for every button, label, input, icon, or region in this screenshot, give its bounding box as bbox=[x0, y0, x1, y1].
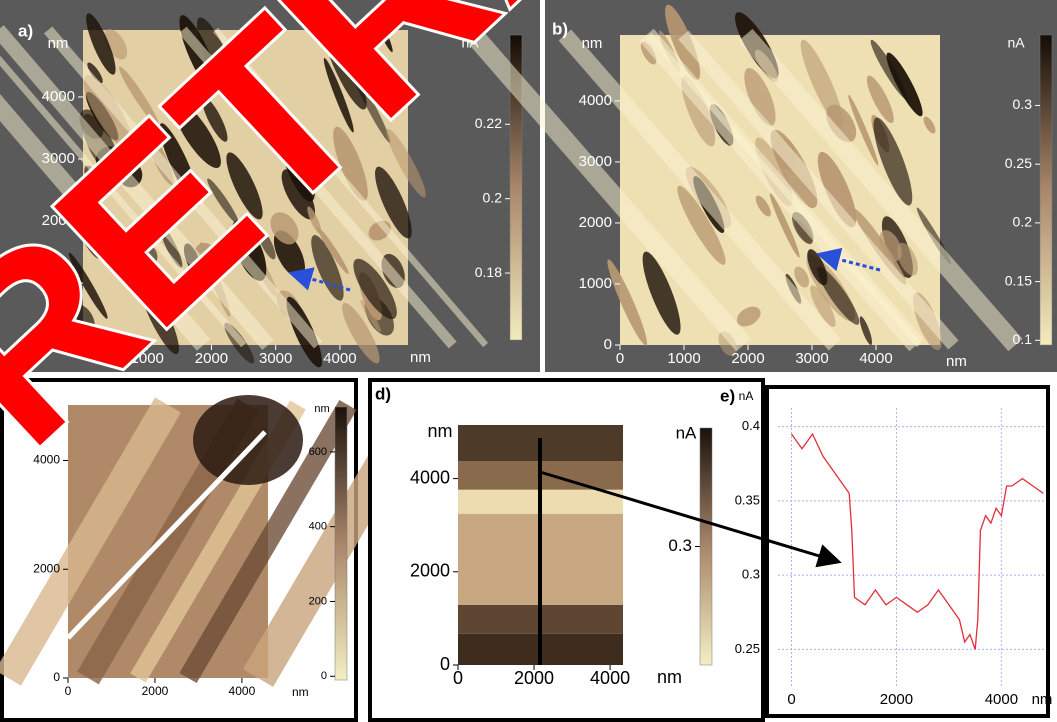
colorbar-tick-label: 0.22 bbox=[475, 115, 502, 131]
colorbar-tick-label: 0.15 bbox=[1005, 272, 1032, 288]
x-tick-label: 4000 bbox=[985, 691, 1018, 708]
y-tick-label: 2000 bbox=[410, 561, 450, 581]
colorbar-tick-label: 400 bbox=[309, 521, 327, 533]
y-axis-label: nm bbox=[48, 35, 69, 52]
y-tick-label: 0.4 bbox=[742, 418, 760, 433]
colorbar bbox=[1040, 35, 1052, 345]
x-axis-label: nm bbox=[657, 667, 682, 687]
x-tick-label: 4000 bbox=[323, 350, 356, 367]
y-tick-label: 0.35 bbox=[735, 492, 760, 507]
x-tick-label: 1000 bbox=[667, 350, 700, 367]
y-tick-label: 2000 bbox=[33, 561, 60, 575]
y-tick-label: 1000 bbox=[579, 275, 612, 292]
x-tick-label: 2000 bbox=[731, 350, 764, 367]
x-tick-label: 3000 bbox=[795, 350, 828, 367]
colorbar-tick-label: 0.2 bbox=[483, 189, 503, 205]
panel-label: a) bbox=[18, 21, 33, 40]
y-tick-label: 3000 bbox=[579, 153, 612, 170]
y-tick-label: 2000 bbox=[579, 214, 612, 231]
y-tick-label: 0.3 bbox=[742, 567, 760, 582]
x-tick-label: 3000 bbox=[259, 350, 292, 367]
colorbar-tick-label: 0.18 bbox=[475, 264, 502, 280]
y-tick-label: 4000 bbox=[410, 467, 450, 487]
x-axis-label: nm bbox=[410, 349, 431, 366]
figure: a)nmnmnA10002000300040001000200030004000… bbox=[0, 0, 1057, 722]
y-tick-label: 0.25 bbox=[735, 641, 760, 656]
y-tick-label: 0 bbox=[604, 336, 612, 353]
colorbar-tick-label: 0 bbox=[321, 670, 327, 682]
colorbar-tick-label: 0.25 bbox=[1005, 155, 1032, 171]
colorbar-tick-label: 0.2 bbox=[1013, 214, 1033, 230]
x-axis-label: nm bbox=[1032, 691, 1053, 708]
x-tick-label: 0 bbox=[65, 684, 72, 698]
colorbar bbox=[700, 428, 712, 665]
x-tick-label: 0 bbox=[787, 691, 795, 708]
panel-label: d) bbox=[375, 384, 391, 403]
panel-label: e) bbox=[720, 386, 735, 405]
y-tick-label: 4000 bbox=[579, 92, 612, 109]
y-tick-label: 4000 bbox=[42, 88, 75, 105]
x-tick-label: 4000 bbox=[590, 668, 630, 688]
image-texture bbox=[193, 395, 303, 485]
colorbar-label: nA bbox=[676, 423, 697, 442]
y-tick-label: 0 bbox=[440, 654, 450, 674]
x-tick-label: 0 bbox=[616, 350, 624, 367]
x-tick-label: 2000 bbox=[880, 691, 913, 708]
y-tick-label: 0 bbox=[53, 670, 60, 684]
x-axis-label: nm bbox=[292, 685, 309, 699]
x-tick-label: 2000 bbox=[142, 684, 169, 698]
colorbar-tick-label: 600 bbox=[309, 446, 327, 458]
colorbar-label: nA bbox=[1007, 35, 1025, 51]
colorbar bbox=[335, 407, 347, 680]
x-tick-label: 4000 bbox=[229, 684, 256, 698]
y-axis-label: nm bbox=[427, 421, 452, 441]
colorbar-tick-label: 0.3 bbox=[1013, 96, 1033, 112]
x-tick-label: 2000 bbox=[514, 668, 554, 688]
colorbar-tick-label: 200 bbox=[309, 595, 327, 607]
y-axis-label: nA bbox=[739, 389, 754, 403]
x-tick-label: 4000 bbox=[859, 350, 892, 367]
colorbar-label: nm bbox=[314, 403, 329, 415]
x-tick-label: 0 bbox=[453, 668, 463, 688]
x-axis-label: nm bbox=[946, 353, 967, 370]
colorbar-tick-label: 0.1 bbox=[1013, 331, 1033, 347]
y-axis-label: nm bbox=[582, 35, 603, 52]
colorbar-tick-label: 0.3 bbox=[668, 536, 692, 555]
